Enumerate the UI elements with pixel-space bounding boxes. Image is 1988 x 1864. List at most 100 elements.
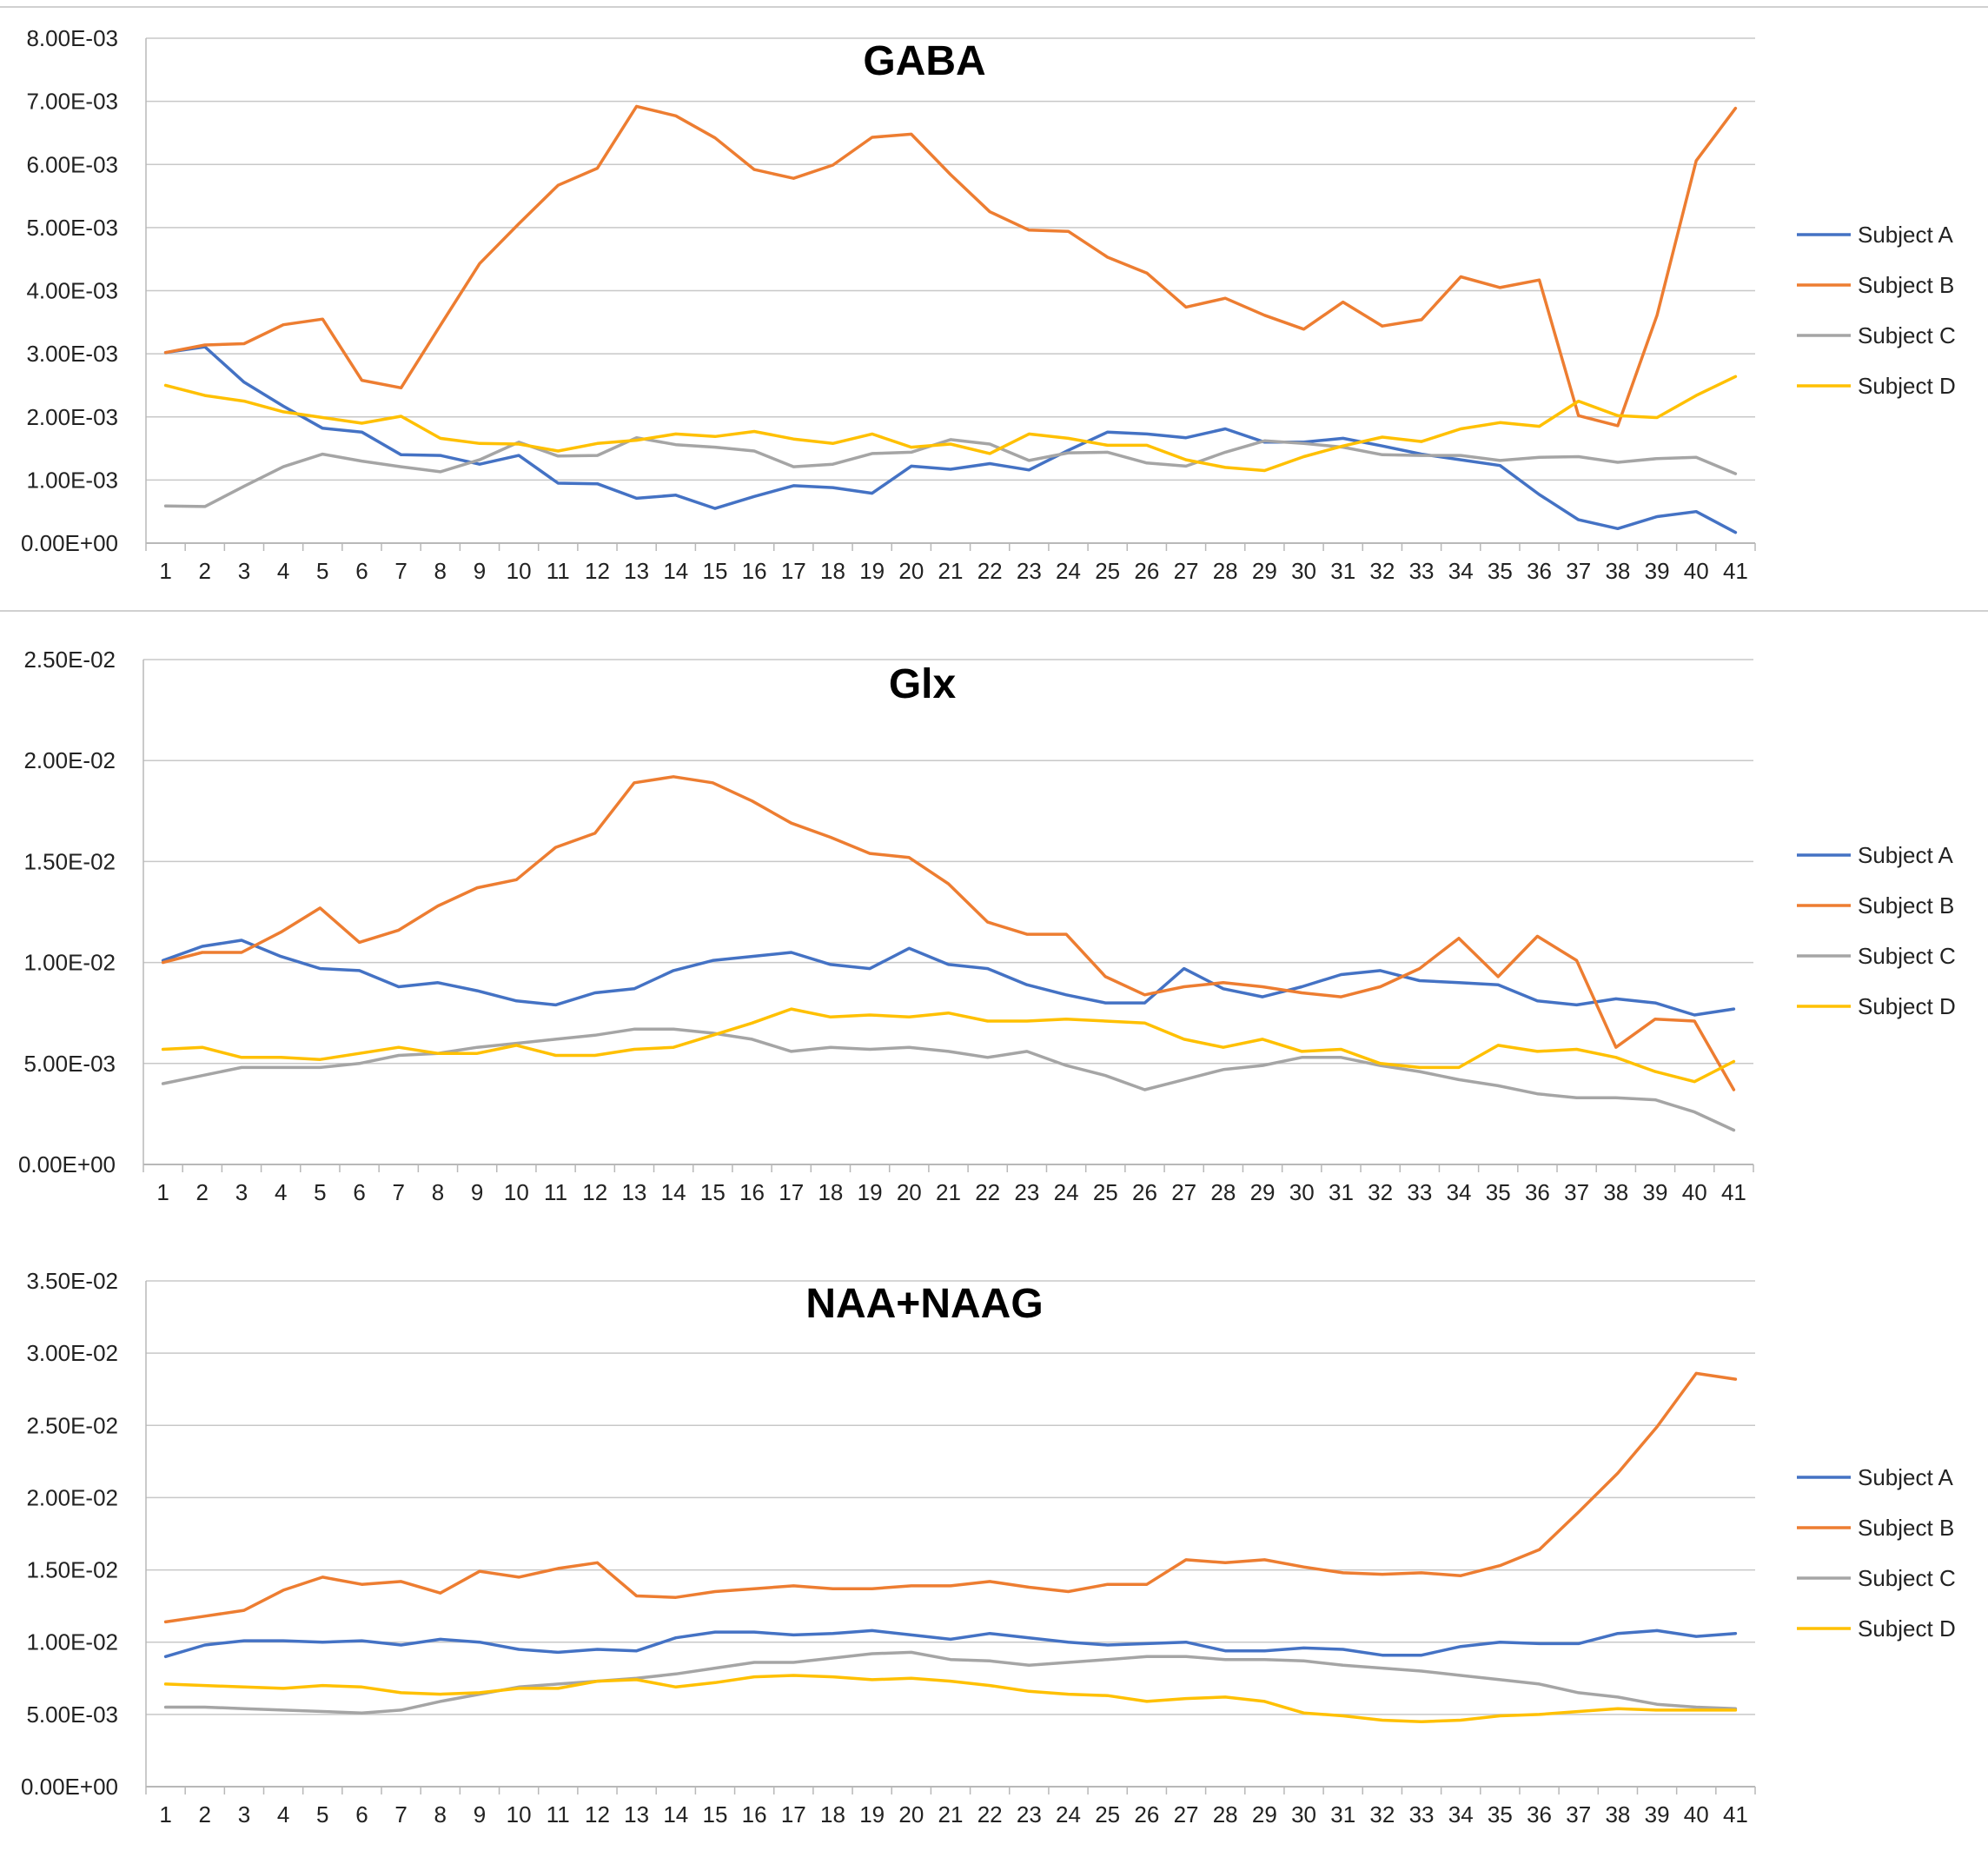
chart-naa-naag: 0.00E+00 5.00E-03 1.00E-02 1.50E-02 2.00E-02… xyxy=(21,1268,1956,1828)
x-tick-label: 37 xyxy=(1566,558,1591,584)
x-tick-label: 6 xyxy=(353,1179,365,1205)
x-tick-label: 15 xyxy=(700,1179,726,1205)
series-line-subject-b xyxy=(163,1371,1738,1624)
x-tick-label: 22 xyxy=(977,558,1003,584)
x-tick-label: 27 xyxy=(1171,1179,1196,1205)
x-tick-label: 26 xyxy=(1132,1179,1157,1205)
x-tick-label: 30 xyxy=(1291,1801,1316,1828)
series-line-subject-a xyxy=(163,1629,1738,1659)
x-tick-label: 28 xyxy=(1210,1179,1236,1205)
x-tick-label: 24 xyxy=(1056,1801,1081,1828)
x-tick-label: 33 xyxy=(1409,558,1435,584)
x-tick-label: 20 xyxy=(898,558,924,584)
x-tick-label: 21 xyxy=(938,1801,964,1828)
x-tick-label: 9 xyxy=(471,1179,483,1205)
y-tick-label: 4.00E-03 xyxy=(26,278,118,304)
series-line-subject-a xyxy=(163,345,1738,534)
y-tick-label: 3.00E-02 xyxy=(26,1340,118,1366)
x-tick-label: 32 xyxy=(1368,1179,1393,1205)
y-tick-label: 6.00E-03 xyxy=(26,151,118,177)
series-line-subject-c xyxy=(163,435,1738,508)
x-tick-label: 29 xyxy=(1252,558,1277,584)
y-tick-label: 2.50E-02 xyxy=(26,1412,118,1438)
legend-label: Subject C xyxy=(1858,322,1956,348)
x-tick-label: 6 xyxy=(355,1801,368,1828)
x-tick-label: 17 xyxy=(781,558,806,584)
x-tick-label: 40 xyxy=(1682,1179,1707,1205)
series-line-subject-d xyxy=(161,1007,1736,1084)
y-tick-label: 3.00E-03 xyxy=(26,341,118,367)
x-tick-label: 3 xyxy=(235,1179,248,1205)
x-tick-label: 33 xyxy=(1409,1801,1435,1828)
x-tick-label: 5 xyxy=(316,558,328,584)
x-tick-label: 35 xyxy=(1488,558,1513,584)
legend-label: Subject A xyxy=(1858,842,1954,868)
x-tick-label: 25 xyxy=(1095,558,1120,584)
x-tick-label: 31 xyxy=(1330,1801,1355,1828)
y-tick-label: 0.00E+00 xyxy=(21,1774,118,1800)
x-tick-label: 21 xyxy=(938,558,964,584)
x-tick-label: 14 xyxy=(663,1801,688,1828)
x-tick-label: 24 xyxy=(1054,1179,1079,1205)
x-tick-label: 17 xyxy=(781,1801,806,1828)
x-tick-label: 18 xyxy=(820,1801,845,1828)
x-tick-label: 32 xyxy=(1369,558,1395,584)
x-tick-label: 39 xyxy=(1643,1179,1668,1205)
x-tick-label: 28 xyxy=(1213,558,1238,584)
x-tick-label: 41 xyxy=(1723,558,1748,584)
x-tick-label: 4 xyxy=(277,1801,289,1828)
x-tick-label: 20 xyxy=(898,1801,924,1828)
y-tick-label: 5.00E-03 xyxy=(23,1051,116,1077)
x-tick-label: 9 xyxy=(474,558,486,584)
x-tick-label: 1 xyxy=(159,1801,171,1828)
y-tick-label: 5.00E-03 xyxy=(26,1701,118,1728)
y-tick-label: 8.00E-03 xyxy=(26,25,118,51)
x-tick-label: 31 xyxy=(1330,558,1355,584)
x-tick-label: 36 xyxy=(1527,1801,1552,1828)
x-tick-label: 7 xyxy=(394,1801,407,1828)
y-tick-label: 2.00E-03 xyxy=(26,404,118,430)
legend-label: Subject D xyxy=(1858,373,1956,399)
x-tick-label: 16 xyxy=(742,1801,767,1828)
x-tick-label: 31 xyxy=(1329,1179,1354,1205)
x-tick-label: 39 xyxy=(1645,558,1670,584)
legend-label: Subject B xyxy=(1858,272,1954,298)
x-tick-label: 3 xyxy=(238,1801,250,1828)
x-tick-label: 37 xyxy=(1566,1801,1591,1828)
x-tick-label: 14 xyxy=(663,558,688,584)
x-tick-label: 23 xyxy=(1017,1801,1042,1828)
legend-label: Subject A xyxy=(1858,1464,1954,1490)
x-tick-label: 38 xyxy=(1605,558,1630,584)
x-tick-label: 11 xyxy=(544,1179,567,1205)
y-tick-label: 7.00E-03 xyxy=(26,89,118,115)
x-tick-label: 29 xyxy=(1252,1801,1277,1828)
x-tick-label: 25 xyxy=(1093,1179,1118,1205)
x-tick-label: 8 xyxy=(434,558,447,584)
x-tick-label: 23 xyxy=(1014,1179,1039,1205)
x-tick-label: 4 xyxy=(275,1179,287,1205)
chart-glx: 0.00E+00 5.00E-03 1.00E-02 1.50E-02 2.00E-02… xyxy=(18,647,1956,1205)
legend-label: Subject C xyxy=(1858,943,1956,969)
y-tick-label: 1.00E-02 xyxy=(26,1629,118,1655)
y-tick-label: 1.00E-02 xyxy=(23,950,116,976)
x-tick-label: 16 xyxy=(742,558,767,584)
x-tick-label: 18 xyxy=(818,1179,843,1205)
series-line-subject-d xyxy=(163,375,1738,473)
x-tick-label: 36 xyxy=(1525,1179,1550,1205)
x-tick-label: 28 xyxy=(1213,1801,1238,1828)
x-tick-label: 2 xyxy=(199,558,211,584)
x-tick-label: 2 xyxy=(196,1179,209,1205)
x-tick-label: 35 xyxy=(1486,1179,1511,1205)
x-tick-label: 7 xyxy=(394,558,407,584)
y-tick-label: 2.00E-02 xyxy=(23,747,116,773)
x-tick-label: 10 xyxy=(507,558,532,584)
x-tick-label: 10 xyxy=(507,1801,532,1828)
x-tick-label: 33 xyxy=(1407,1179,1432,1205)
legend-label: Subject D xyxy=(1858,1615,1956,1642)
chart-title: NAA+NAAG xyxy=(805,1281,1043,1327)
x-tick-label: 15 xyxy=(703,558,728,584)
x-tick-label: 25 xyxy=(1095,1801,1120,1828)
y-tick-label: 3.50E-02 xyxy=(26,1268,118,1294)
legend-label: Subject B xyxy=(1858,892,1954,919)
